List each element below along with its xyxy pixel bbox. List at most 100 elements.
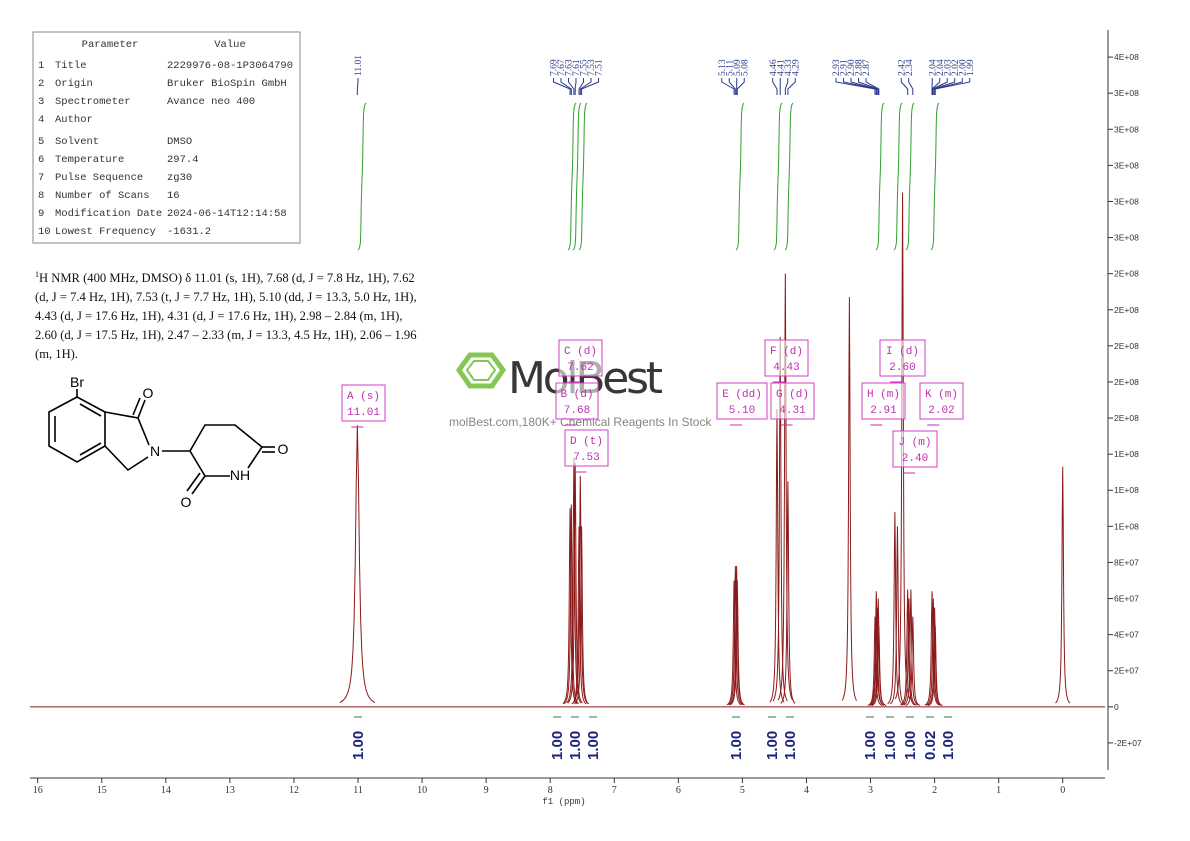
y-tick-label: 6E+07 <box>1114 594 1139 604</box>
peak-connector <box>356 78 359 95</box>
x-tick-label: 15 <box>97 785 107 796</box>
multiplet-shift: 4.43 <box>773 362 799 374</box>
multiplet-label: G (d) <box>776 389 809 401</box>
integral-value: 1.00 <box>882 731 899 760</box>
peak-label: 7.51 <box>595 59 605 76</box>
y-tick-label: 3E+08 <box>1114 196 1139 206</box>
bond <box>104 445 149 472</box>
peak-label: 5.08 <box>740 59 750 76</box>
bond <box>104 411 150 446</box>
multiplet-shift: 2.40 <box>902 453 928 465</box>
bond <box>79 442 102 456</box>
multiplet-label: K (m) <box>925 389 958 401</box>
peak-connector <box>932 78 948 95</box>
peak <box>777 273 793 701</box>
atom-label: Br <box>70 374 84 390</box>
peak-label: 2.88 <box>855 59 865 76</box>
parameter-value: Bruker BioSpin GmbH <box>167 78 287 90</box>
row-number: 10 <box>38 226 51 238</box>
integral-value: 0.02 <box>922 731 939 760</box>
parameter-name: Origin <box>55 78 93 90</box>
peak-label: 2.34 <box>905 59 915 76</box>
multiplet-box <box>558 339 603 377</box>
peak-label: 5.11 <box>725 59 735 76</box>
y-tick-label: 1E+08 <box>1114 485 1139 495</box>
parameter-value: 16 <box>167 190 180 202</box>
y-tick-label: 4E+08 <box>1114 52 1139 62</box>
bond <box>48 396 106 463</box>
peak-connector <box>835 78 876 95</box>
bond <box>162 424 263 452</box>
parameter-name: Temperature <box>55 154 124 166</box>
peak-label: 5.09 <box>733 59 743 76</box>
multiplet-box <box>892 430 938 468</box>
table-header: Parameter <box>82 39 139 51</box>
peak-label: 7.61 <box>572 59 582 76</box>
watermark-tagline: molBest.com,180K+ Chemical Reagents In S… <box>449 415 712 429</box>
peak-label: 7.69 <box>550 59 560 76</box>
peak-connector <box>578 78 584 95</box>
peak <box>903 589 919 706</box>
multiplet-box <box>919 382 964 420</box>
peak <box>889 526 905 705</box>
peak <box>925 598 941 706</box>
multiplet-shift: 5.10 <box>729 405 755 417</box>
peak-connector <box>843 78 877 95</box>
logo-icon <box>455 352 507 389</box>
peak <box>869 607 885 706</box>
parameter-name: Number of Scans <box>55 190 150 202</box>
multiplet-box <box>341 384 386 422</box>
y-tick-label: 3E+08 <box>1114 88 1139 98</box>
x-tick-label: 14 <box>161 785 171 796</box>
x-tick-label: 7 <box>612 785 617 796</box>
peak <box>780 481 796 704</box>
integral-curve <box>567 102 577 251</box>
peak-label: 4.29 <box>791 59 801 76</box>
peak-label: 2.03 <box>943 59 953 76</box>
multiplet-label: I (d) <box>886 346 919 358</box>
peak-connector <box>568 78 575 95</box>
integral-value: 1.00 <box>862 731 879 760</box>
x-tick-label: 1 <box>996 785 1001 796</box>
peak-label: 4.33 <box>784 59 794 76</box>
integral-value: 1.00 <box>902 731 919 760</box>
peak-connector <box>931 78 941 95</box>
integral-curve <box>572 102 582 251</box>
y-tick-label: 2E+08 <box>1114 413 1139 423</box>
peak-connector <box>784 78 789 95</box>
multiplet-shift: 2.02 <box>928 405 954 417</box>
peak <box>924 591 940 706</box>
peak-label: 4.41 <box>776 59 786 76</box>
parameter-name: Spectrometer <box>55 96 131 108</box>
row-number: 5 <box>38 136 44 148</box>
peak-label: 2.04 <box>936 59 946 76</box>
multiplet-shift: 4.31 <box>779 405 806 417</box>
peak-connector <box>908 78 914 95</box>
peak-connector <box>865 78 880 95</box>
peak <box>572 475 588 704</box>
y-tick-label: 3E+08 <box>1114 124 1139 134</box>
integral-curve <box>875 102 885 251</box>
integral-value: 1.00 <box>728 731 745 760</box>
parameter-name: Modification Date <box>55 208 162 220</box>
peak-connector <box>581 78 599 95</box>
y-tick-label: 2E+08 <box>1114 269 1139 279</box>
bond <box>132 397 141 416</box>
superscript: 1 <box>35 270 39 279</box>
peak-connector <box>787 78 796 95</box>
peak-label: 2.02 <box>951 59 961 76</box>
row-number: 1 <box>38 60 44 72</box>
parameter-name: Pulse Sequence <box>55 172 143 184</box>
multiplet-box <box>879 339 926 377</box>
multiplet-label: C (d) <box>564 346 597 358</box>
multiplet-label: J (m) <box>898 437 931 449</box>
row-number: 3 <box>38 96 44 108</box>
peak <box>927 625 943 707</box>
x-tick-label: 9 <box>484 785 489 796</box>
peak-connector <box>900 78 909 95</box>
peak-label: 2.93 <box>832 59 842 76</box>
x-tick-label: 6 <box>676 785 681 796</box>
peak-connector <box>934 78 963 95</box>
x-tick-label: 3 <box>868 785 873 796</box>
